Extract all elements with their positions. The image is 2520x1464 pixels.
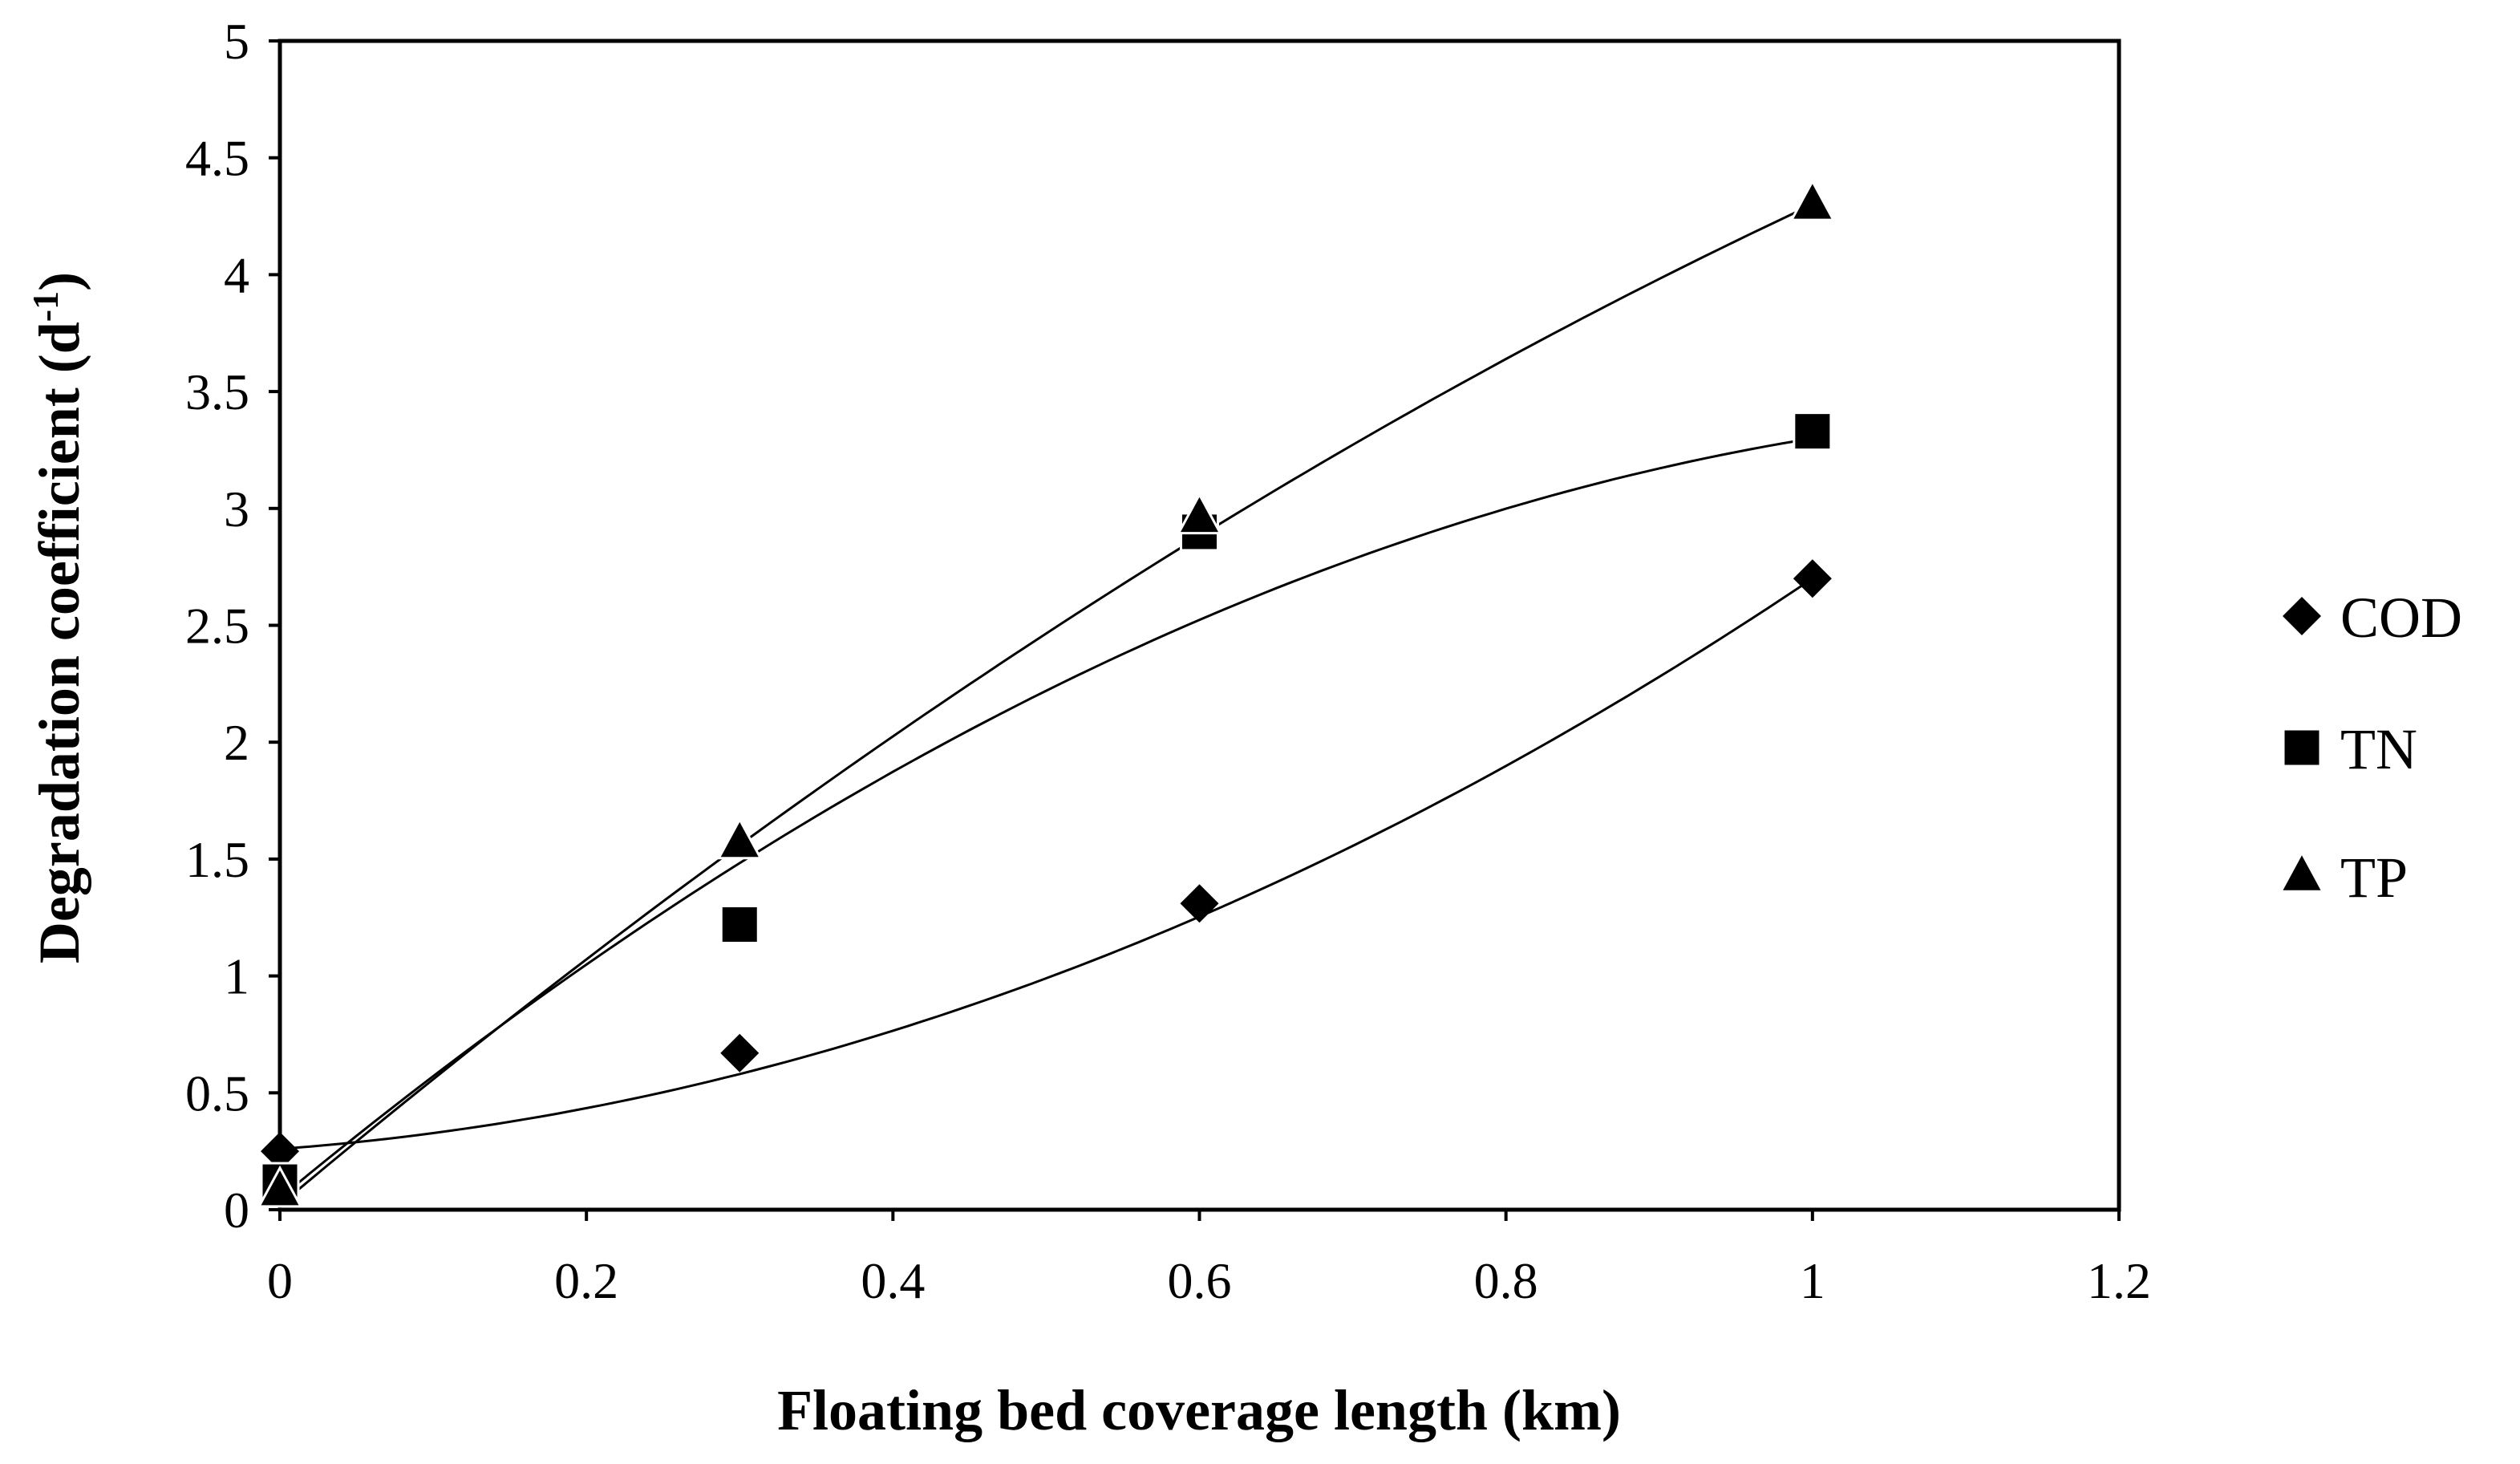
point-tp (257, 1165, 303, 1208)
point-tp (1176, 492, 1223, 535)
y-tick-label: 1 (224, 948, 249, 1005)
y-tick-label: 0 (224, 1182, 249, 1239)
y-tick-label: 2 (224, 714, 249, 771)
y-tick-label: 2.5 (185, 598, 249, 655)
point-cod (1180, 884, 1219, 923)
data-markers (257, 179, 1836, 1208)
y-tick-label: 4 (224, 246, 249, 303)
point-cod (720, 1033, 760, 1073)
plot-area (278, 39, 2121, 1212)
y-tick-label: 1.5 (185, 831, 249, 888)
x-tick-label: 0 (267, 1252, 293, 1309)
trendline-tp (279, 203, 1813, 1206)
legend-label-cod: COD (2340, 586, 2462, 650)
y-axis: 0 0.5 1 1.5 2 2.5 3 3.5 4 4.5 5 (185, 13, 280, 1239)
legend-marker-cod (2283, 597, 2321, 635)
point-tp (1789, 179, 1836, 221)
legend-label-tn: TN (2340, 717, 2417, 781)
x-axis-title: Floating bed coverage length (km) (777, 1378, 1621, 1442)
trendline-cod (279, 577, 1813, 1150)
trendlines (279, 203, 1813, 1206)
y-tick-label: 3 (224, 481, 249, 537)
point-cod (1793, 559, 1832, 598)
y-tick-label: 3.5 (185, 363, 249, 420)
x-tick-label: 1.2 (2087, 1252, 2151, 1309)
legend-label-tp: TP (2340, 846, 2408, 910)
x-tick-label: 1 (1800, 1252, 1825, 1309)
x-tick-label: 0.4 (861, 1252, 925, 1309)
point-cod (261, 1132, 299, 1171)
point-tp (716, 817, 763, 860)
y-tick-label: 5 (224, 13, 249, 70)
x-tick-label: 0.2 (554, 1252, 618, 1309)
y-tick-label: 0.5 (185, 1065, 249, 1121)
legend-marker-tp (2279, 850, 2325, 893)
y-tick-label: 4.5 (185, 130, 249, 187)
x-axis: 0 0.2 0.4 0.6 0.8 1 1.2 (267, 1210, 2151, 1309)
y-axis-title: Degradation coefficient (d-1) (25, 272, 91, 963)
trendline-tn (279, 436, 1813, 1199)
legend: COD TN TP (2279, 586, 2462, 910)
x-tick-label: 0.6 (1168, 1252, 1232, 1309)
legend-marker-tn (2282, 728, 2322, 768)
point-tn (1793, 412, 1833, 452)
point-tn (719, 904, 760, 944)
x-tick-label: 0.8 (1474, 1252, 1538, 1309)
